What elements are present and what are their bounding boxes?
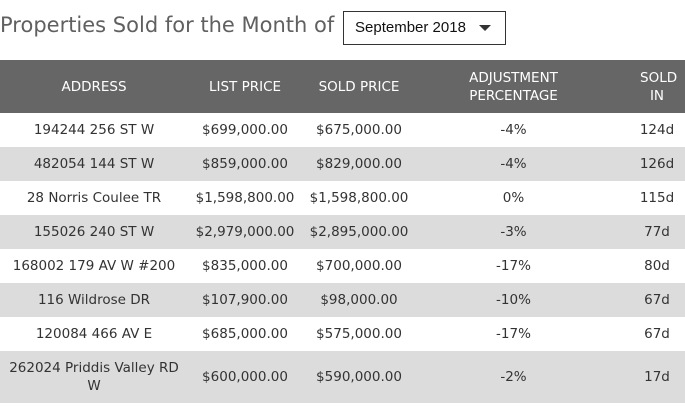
table-header-row: ADDRESS LIST PRICE SOLD PRICE ADJUSTMENT…: [0, 60, 685, 113]
cell-sold-in: 67d: [644, 326, 670, 342]
cell-sold-price: $675,000.00: [316, 122, 402, 138]
cell-adjustment: -17%: [496, 258, 531, 274]
table-row[interactable]: 155026 240 ST W $2,979,000.00 $2,895,000…: [0, 215, 685, 249]
month-select-value: September 2018: [355, 19, 466, 36]
cell-adjustment: -3%: [500, 224, 527, 240]
column-header-sold-in-label: SOLD IN: [640, 69, 678, 104]
cell-sold-price: $98,000.00: [320, 292, 398, 308]
cell-sold-price: $575,000.00: [316, 326, 402, 342]
cell-address: 155026 240 ST W: [33, 224, 155, 240]
cell-sold-price: $2,895,000.00: [309, 224, 409, 240]
properties-sold-table: ADDRESS LIST PRICE SOLD PRICE ADJUSTMENT…: [0, 60, 685, 403]
table-row[interactable]: 194244 256 ST W $699,000.00 $675,000.00 …: [0, 113, 685, 147]
cell-address-text: 262024 Priddis Valley RD W: [9, 360, 179, 394]
cell-list-price: $600,000.00: [202, 369, 288, 385]
cell-address: 120084 466 AV E: [35, 326, 153, 342]
cell-sold-price: $700,000.00: [316, 258, 402, 274]
cell-adjustment: 0%: [502, 190, 525, 206]
cell-address: 168002 179 AV W #200: [12, 258, 176, 274]
column-header-list-price[interactable]: LIST PRICE: [208, 78, 282, 95]
cell-sold-in: 80d: [644, 258, 670, 274]
column-header-address[interactable]: ADDRESS: [61, 78, 127, 95]
table-row[interactable]: 262024 Priddis Valley RD W $600,000.00 $…: [0, 351, 685, 403]
column-header-adjustment-percentage[interactable]: ADJUSTMENT PERCENTAGE: [416, 60, 611, 113]
cell-adjustment: -4%: [500, 122, 527, 138]
cell-adjustment: -10%: [496, 292, 531, 308]
cell-adjustment: -4%: [500, 156, 527, 172]
cell-sold-in: 124d: [639, 122, 675, 138]
page-header: Properties Sold for the Month of Septemb…: [0, 0, 685, 60]
table-body: 194244 256 ST W $699,000.00 $675,000.00 …: [0, 113, 685, 403]
caret-down-icon: [479, 25, 491, 31]
table-row[interactable]: 482054 144 ST W $859,000.00 $829,000.00 …: [0, 147, 685, 181]
cell-address: 482054 144 ST W: [33, 156, 155, 172]
cell-sold-price: $1,598,800.00: [309, 190, 409, 206]
table-row[interactable]: 28 Norris Coulee TR $1,598,800.00 $1,598…: [0, 181, 685, 215]
cell-sold-in: 115d: [639, 190, 675, 206]
cell-list-price: $685,000.00: [202, 326, 288, 342]
cell-list-price: $835,000.00: [202, 258, 288, 274]
cell-list-price: $107,900.00: [202, 292, 288, 308]
table-row[interactable]: 116 Wildrose DR $107,900.00 $98,000.00 -…: [0, 283, 685, 317]
cell-adjustment: -17%: [496, 326, 531, 342]
page-title: Properties Sold for the Month of: [0, 13, 335, 37]
table-row[interactable]: 120084 466 AV E $685,000.00 $575,000.00 …: [0, 317, 685, 351]
cell-adjustment: -2%: [500, 369, 527, 385]
cell-sold-in: 126d: [639, 156, 675, 172]
cell-address: 116 Wildrose DR: [37, 292, 151, 308]
cell-sold-in: 67d: [644, 292, 670, 308]
cell-sold-in: 17d: [644, 369, 670, 385]
cell-sold-price: $829,000.00: [316, 156, 402, 172]
cell-list-price: $2,979,000.00: [195, 224, 295, 240]
cell-sold-in: 77d: [644, 224, 670, 240]
cell-list-price: $859,000.00: [202, 156, 288, 172]
cell-address: 262024 Priddis Valley RD W: [0, 351, 188, 403]
cell-list-price: $1,598,800.00: [195, 190, 295, 206]
cell-address: 28 Norris Coulee TR: [26, 190, 162, 206]
month-select[interactable]: September 2018: [343, 11, 506, 45]
column-header-sold-price[interactable]: SOLD PRICE: [318, 78, 400, 95]
column-header-adjustment-label: ADJUSTMENT PERCENTAGE: [469, 69, 558, 104]
column-header-sold-in[interactable]: SOLD IN: [611, 60, 685, 113]
cell-address: 194244 256 ST W: [33, 122, 155, 138]
cell-list-price: $699,000.00: [202, 122, 288, 138]
cell-sold-price: $590,000.00: [316, 369, 402, 385]
table-row[interactable]: 168002 179 AV W #200 $835,000.00 $700,00…: [0, 249, 685, 283]
